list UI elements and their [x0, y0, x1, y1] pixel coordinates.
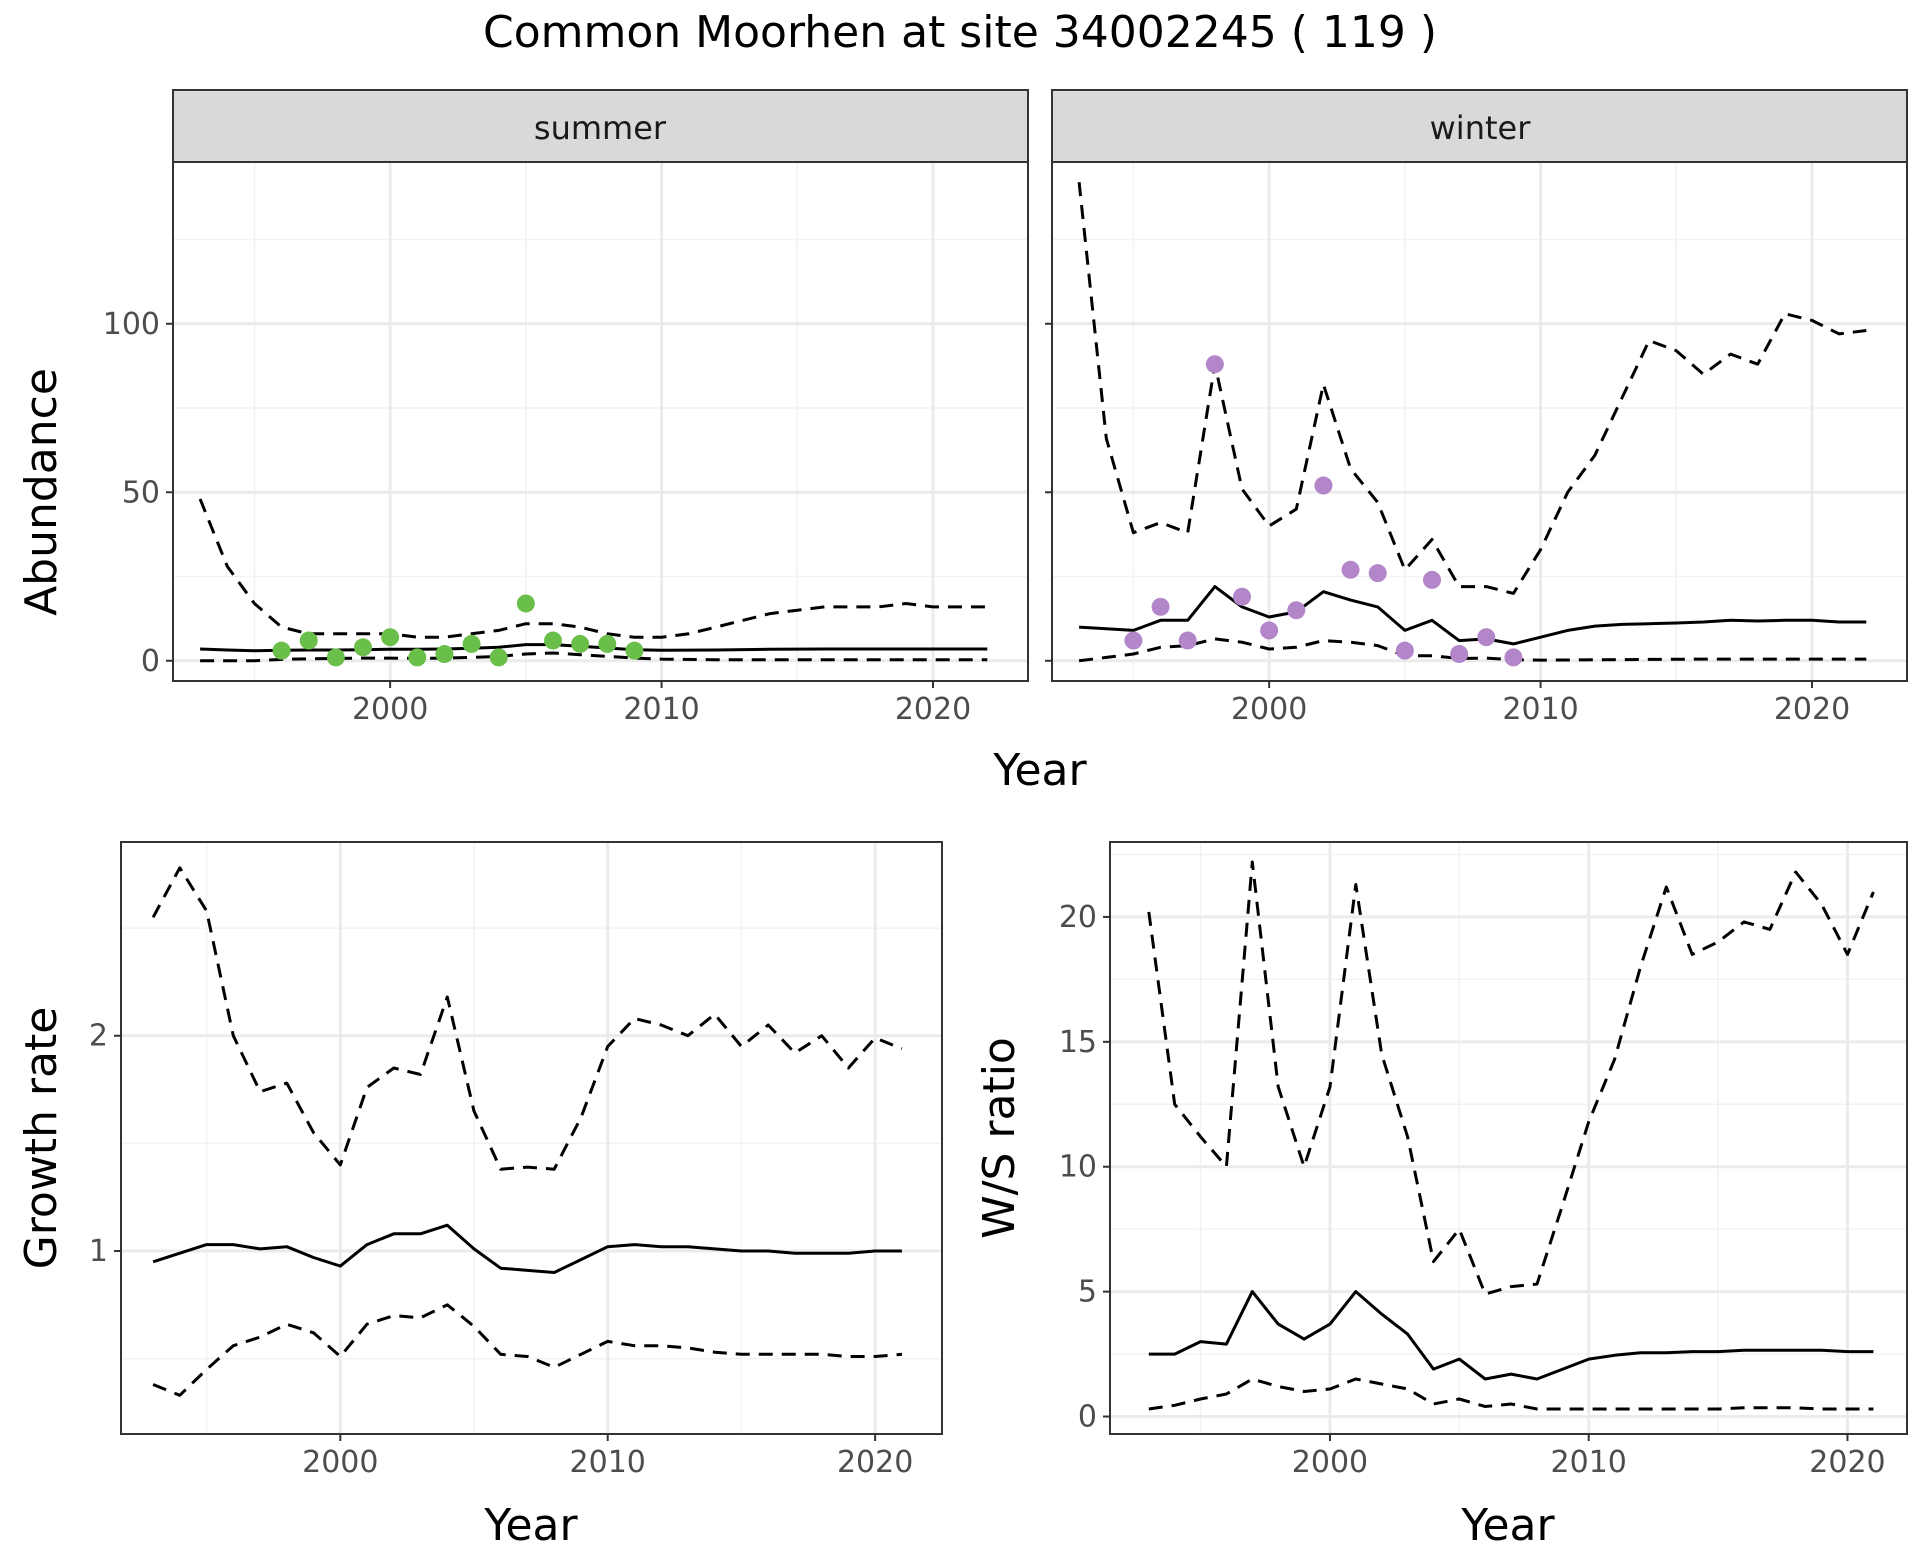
data-point — [1504, 648, 1523, 667]
confidence-bound-line — [1148, 1377, 1874, 1411]
panel-border — [120, 841, 943, 1435]
y-tick-label: 100 — [103, 307, 160, 342]
data-point — [326, 648, 345, 667]
ws-x-axis-title: Year — [1460, 1500, 1555, 1551]
estimate-line — [1148, 1290, 1874, 1381]
y-tick-label: 2 — [89, 1019, 108, 1054]
data-point — [1395, 641, 1414, 660]
y-tick-label: 20 — [1059, 900, 1097, 935]
x-tick-label: 2010 — [623, 692, 699, 727]
panel-background — [1110, 842, 1907, 1434]
y-tick-label: 0 — [1078, 1400, 1097, 1435]
y-tick-label: 5 — [1078, 1275, 1097, 1310]
y-tick-label: 1 — [89, 1234, 108, 1269]
data-point — [299, 631, 318, 650]
estimate-line — [1079, 585, 1867, 646]
chart-title: Common Moorhen at site 34002245 ( 119 ) — [483, 7, 1437, 58]
data-point — [1205, 355, 1224, 374]
growth-rate-panel: 2000 2010 2020 1 2 — [89, 841, 943, 1480]
x-tick-label: 2010 — [1551, 1445, 1627, 1480]
data-point — [1368, 564, 1387, 583]
x-tick-label: 2000 — [1292, 1445, 1368, 1480]
x-tick-label: 2020 — [837, 1445, 913, 1480]
x-tick-label: 2010 — [570, 1445, 646, 1480]
growth-y-axis-title: Growth rate — [16, 1007, 67, 1270]
winter-abundance-panel: 2000 2010 2020 — [1045, 161, 1908, 727]
panel-border — [1051, 161, 1908, 682]
data-point — [1178, 631, 1197, 650]
data-point — [571, 634, 590, 653]
data-point — [489, 648, 508, 667]
data-point — [1450, 645, 1469, 664]
estimate-line — [200, 643, 988, 653]
data-point — [544, 631, 562, 650]
confidence-bound-line — [1147, 860, 1875, 1296]
top-x-axis-title: Year — [992, 745, 1087, 796]
confidence-bound-line — [1077, 182, 1867, 595]
ws-ratio-panel: 2000 2010 2020 0 5 10 15 20 — [1059, 841, 1908, 1480]
x-tick-label: 2000 — [352, 692, 428, 727]
x-tick-label: 2000 — [1231, 692, 1307, 727]
y-tick-label: 10 — [1059, 1150, 1097, 1185]
panel-border — [1109, 841, 1908, 1435]
y-tick-label: 15 — [1059, 1025, 1097, 1060]
panel-border — [172, 161, 1029, 682]
summer-abundance-panel: 2000 2010 2020 0 50 100 — [103, 161, 1029, 727]
data-point — [1423, 570, 1441, 589]
x-tick-label: 2020 — [895, 692, 971, 727]
data-point — [462, 634, 481, 653]
data-point — [354, 638, 372, 657]
strip-background — [172, 89, 1029, 163]
strip-background — [1051, 89, 1908, 163]
data-point — [1341, 560, 1360, 579]
panel-background — [121, 842, 942, 1434]
panel-background — [173, 162, 1028, 681]
data-point — [625, 641, 644, 660]
y-tick-label: 50 — [122, 475, 160, 510]
data-point — [1151, 597, 1170, 616]
x-tick-label: 2000 — [302, 1445, 378, 1480]
data-point — [598, 634, 617, 653]
data-point — [1260, 621, 1279, 640]
confidence-bound-line — [198, 498, 988, 639]
y-tick-label: 0 — [141, 644, 160, 679]
data-point — [1233, 587, 1251, 606]
estimate-line — [152, 1223, 902, 1274]
confidence-bound-line — [152, 1303, 903, 1397]
data-point — [1287, 601, 1306, 620]
data-point — [381, 628, 400, 647]
panel-background — [1052, 162, 1907, 681]
confidence-bound-line — [200, 651, 988, 663]
data-point — [1477, 628, 1496, 647]
strip-label-summer: summer — [534, 109, 667, 147]
data-point — [435, 645, 454, 664]
x-tick-label: 2010 — [1502, 692, 1578, 727]
data-point — [1314, 476, 1333, 495]
ws-y-axis-title: W/S ratio — [974, 1037, 1025, 1239]
facet-strip-summer: summer — [172, 89, 1029, 163]
data-point — [272, 641, 291, 660]
x-tick-label: 2020 — [1774, 692, 1850, 727]
data-point — [408, 648, 427, 667]
facet-strip-winter: winter — [1051, 89, 1908, 163]
top-y-axis-title: Abundance — [16, 368, 67, 616]
data-point — [1124, 631, 1143, 650]
data-point — [516, 594, 535, 613]
strip-label-winter: winter — [1430, 109, 1532, 147]
growth-x-axis-title: Year — [483, 1500, 578, 1551]
x-tick-label: 2020 — [1809, 1445, 1885, 1480]
confidence-bound-line — [151, 866, 903, 1171]
